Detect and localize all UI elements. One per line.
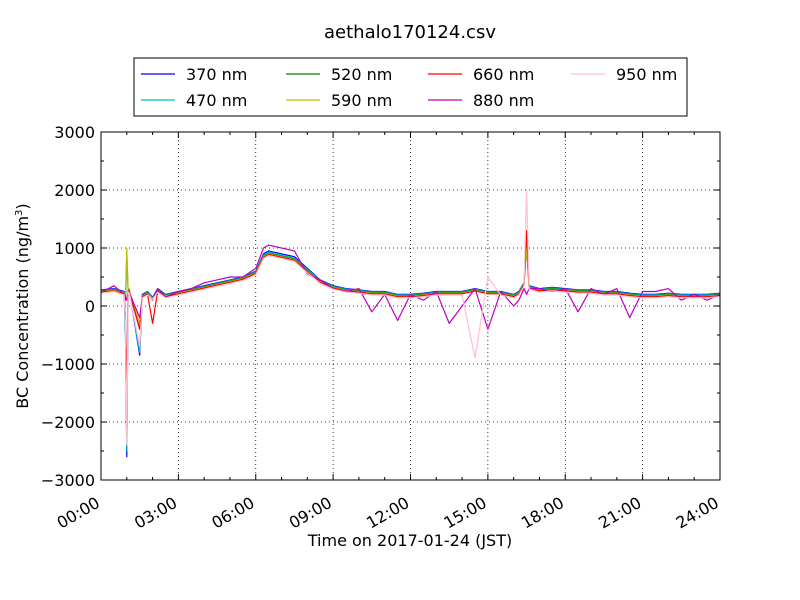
y-tick-label: −2000 xyxy=(41,413,95,432)
legend: 370 nm 470 nm 520 nm 590 nm 660 nm 880 nm 950 … xyxy=(133,57,688,117)
y-axis-label-close: ) xyxy=(13,203,32,209)
plot-area xyxy=(100,131,721,481)
legend-label: 880 nm xyxy=(473,91,534,110)
x-axis-label: Time on 2017-01-24 (JST) xyxy=(307,531,512,550)
y-tick-labels: −3000 −2000 −1000 0 1000 2000 3000 xyxy=(41,123,95,490)
series-line-660-nm xyxy=(100,230,721,394)
y-axis-label: BC Concentration (ng/m3) xyxy=(13,203,32,408)
y-tick-label: 1000 xyxy=(54,239,95,258)
legend-label: 590 nm xyxy=(331,91,392,110)
legend-label: 370 nm xyxy=(186,65,247,84)
y-tick-label: 3000 xyxy=(54,123,95,142)
legend-frame xyxy=(133,57,688,117)
y-axis-label-main: BC Concentration (ng/m xyxy=(13,216,32,409)
series-line-950-nm xyxy=(100,189,721,446)
y-tick-label: −3000 xyxy=(41,471,95,490)
y-tick-label: −1000 xyxy=(41,355,95,374)
y-tick-label: 2000 xyxy=(54,181,95,200)
tick-marks xyxy=(100,131,721,481)
legend-label: 950 nm xyxy=(616,65,677,84)
chart-title: aethalo170124.csv xyxy=(324,22,496,43)
legend-label: 470 nm xyxy=(186,91,247,110)
y-axis-label-superscript: 3 xyxy=(14,210,25,216)
y-tick-label: 0 xyxy=(85,297,95,316)
legend-label: 520 nm xyxy=(331,65,392,84)
legend-label: 660 nm xyxy=(473,65,534,84)
series-group xyxy=(100,189,721,458)
